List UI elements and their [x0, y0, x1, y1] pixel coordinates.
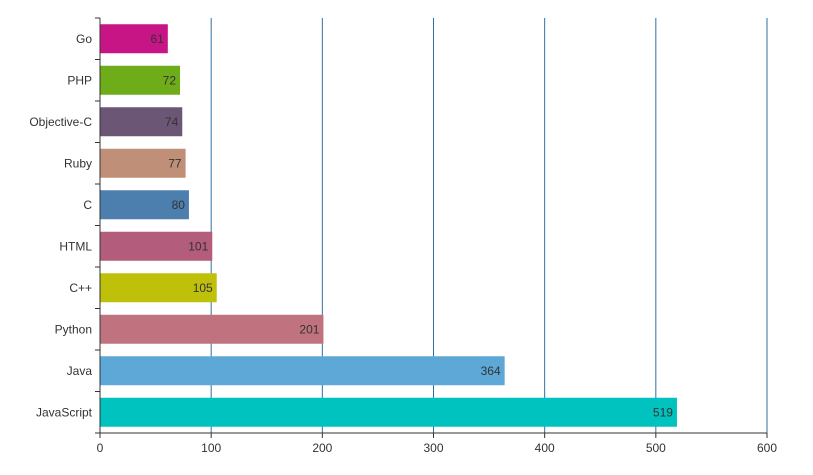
value-labels: 61 72 74 77 80 101 105 201 364 519: [150, 32, 673, 420]
bar-javascript: [100, 397, 677, 427]
category-label: C: [83, 198, 92, 212]
bar-objective-c: [100, 107, 183, 137]
category-label: Java: [67, 364, 93, 378]
x-tick-label: 100: [201, 441, 221, 455]
bar-value-label: 74: [165, 115, 179, 129]
category-label: HTML: [59, 239, 92, 253]
bar-ruby: [100, 148, 186, 178]
bar-value-label: 72: [163, 73, 177, 87]
category-label: C++: [69, 281, 92, 295]
category-label: Ruby: [64, 156, 92, 170]
x-tick-label: 200: [312, 441, 332, 455]
bar-value-label: 364: [481, 364, 501, 378]
bar-value-label: 80: [172, 198, 186, 212]
bars: [100, 24, 677, 427]
category-label: Objective-C: [29, 115, 92, 129]
bar-php: [100, 65, 181, 95]
x-tick-label: 500: [646, 441, 666, 455]
bar-c-: [100, 273, 217, 303]
category-label: JavaScript: [36, 405, 93, 419]
bar-java: [100, 356, 505, 386]
category-label: PHP: [67, 73, 92, 87]
bar-value-label: 61: [150, 32, 164, 46]
bar-go: [100, 24, 168, 54]
bar-value-label: 101: [188, 239, 208, 253]
bar-value-label: 105: [193, 281, 213, 295]
bar-value-label: 201: [299, 322, 319, 336]
y-axis: [95, 17, 101, 434]
bar-c: [100, 190, 189, 220]
bar-python: [100, 314, 324, 344]
x-axis: 0 100 200 300 400 500 600: [97, 432, 777, 455]
x-tick-label: 400: [535, 441, 555, 455]
x-tick-label: 300: [423, 441, 443, 455]
category-label: Go: [76, 32, 92, 46]
bar-value-label: 77: [168, 156, 182, 170]
category-label: Python: [55, 322, 92, 336]
x-tick-label: 0: [97, 441, 104, 455]
x-tick-label: 600: [757, 441, 777, 455]
bar-html: [100, 231, 213, 261]
bar-value-label: 519: [653, 405, 673, 419]
category-labels: Go PHP Objective-C Ruby C HTML C++ Python Java Ja…: [29, 32, 92, 420]
